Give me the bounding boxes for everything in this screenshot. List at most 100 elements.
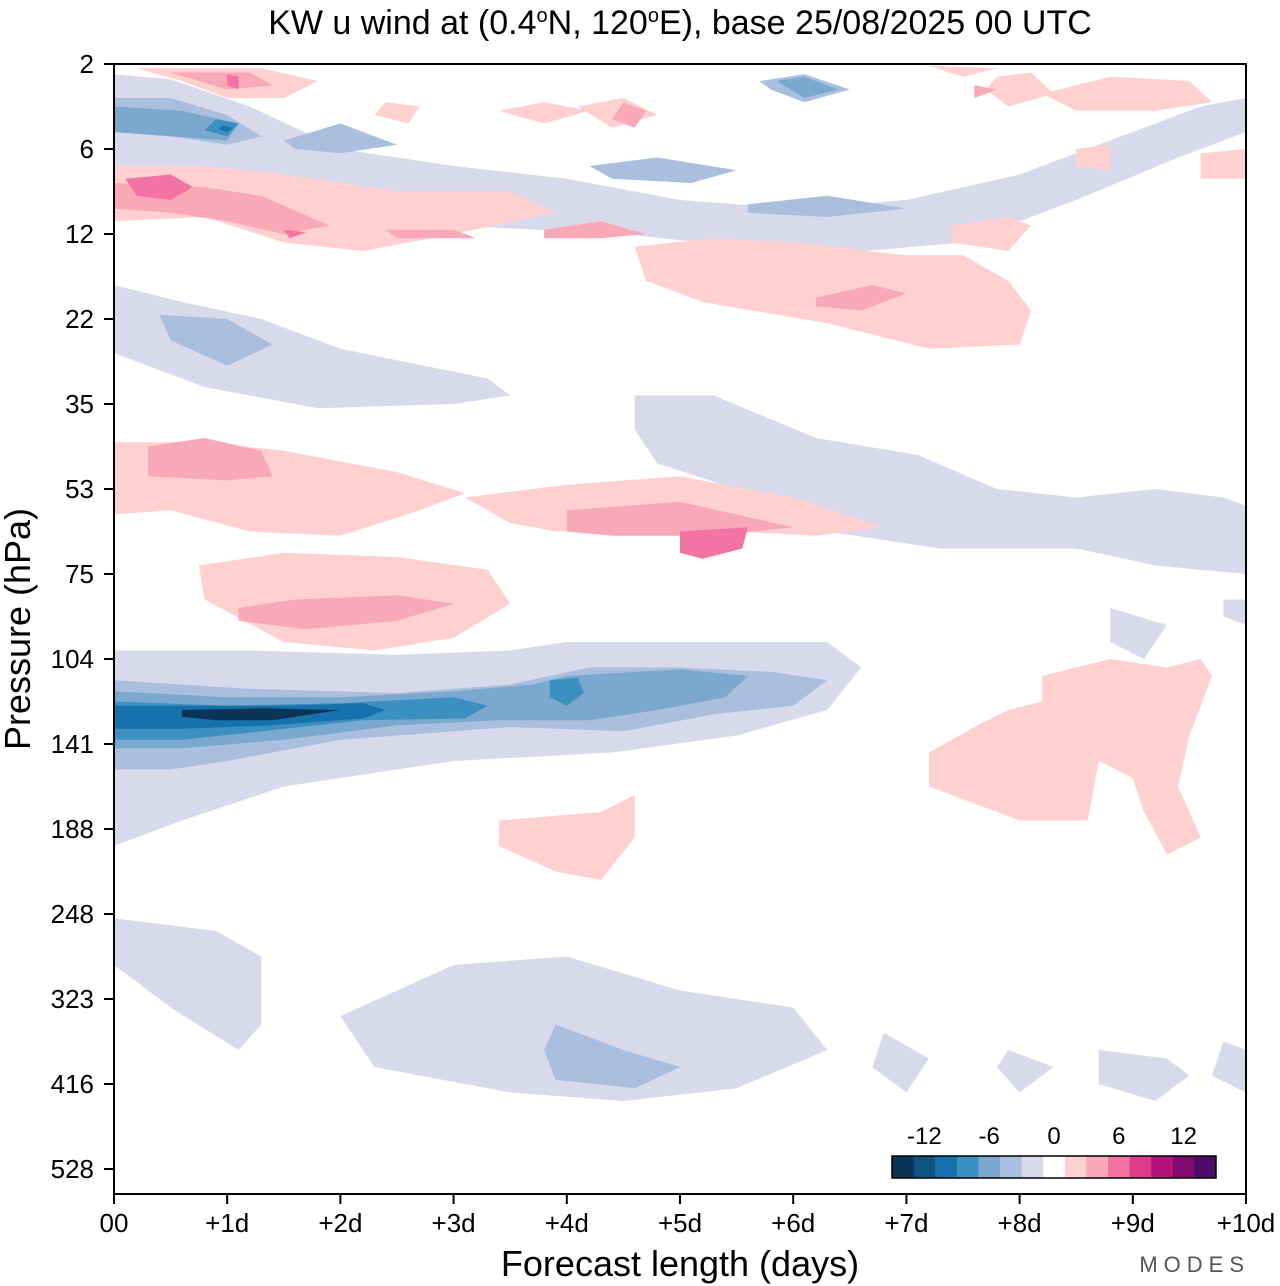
contour-region-level-1-6 [498,795,635,880]
contour-region-level-1-15 [929,65,997,77]
x-tick-label: +4d [545,1208,589,1238]
contour-region-level-3-9 [385,229,477,239]
colorbar-label: 6 [1112,1123,1125,1150]
colorbar-swatch [1043,1156,1066,1178]
colorbar-label: -6 [979,1123,1000,1150]
y-axis: 2 6 12 22 35 53 75 104 141 188 248 323 416 528 [51,49,114,1184]
title-degree-lon: o [648,5,659,27]
title-prefix: KW u wind at (0.4 [268,4,536,42]
contour-region-level--1-10 [1110,608,1167,659]
y-tick-label: 6 [80,134,94,164]
colorbar-swatch [1172,1156,1195,1178]
colorbar-swatch [1000,1156,1023,1178]
x-tick-label: +6d [771,1208,815,1238]
contour-region-level--3-7 [544,1024,680,1089]
contour-region-level-3-6 [170,72,273,90]
contour-region-level-1-9 [374,102,420,124]
contour-region-level--1-7 [997,1050,1054,1093]
y-tick-label: 75 [65,559,94,589]
colorbar-swatch [1064,1156,1087,1178]
contour-region-level-3-1 [544,221,646,239]
y-tick-label: 248 [51,899,94,929]
contour-region-level--1-6 [872,1033,929,1093]
contour-region-level-5-2 [227,74,239,90]
contour-region-level-5-3 [283,229,307,239]
contour-region-level-1-8 [951,217,1031,251]
contour-region-level-1-1 [114,166,556,251]
contour-region-level--5-0 [114,106,239,141]
colorbar-swatch [1021,1156,1044,1178]
colorbar-frame [891,1155,1217,1179]
title-degree-lat: o [537,5,548,27]
colorbar-swatch [913,1156,936,1178]
contour-region-level--1-5 [340,956,828,1101]
contour-region-level--11-0 [181,708,341,721]
colorbar-swatch [1108,1156,1131,1178]
x-tick-label: +10d [1217,1208,1276,1238]
colorbar-label: 12 [1170,1123,1197,1150]
contour-region-level-3-2 [815,285,907,311]
colorbar-swatch [892,1156,915,1178]
x-tick-label: +1d [205,1208,249,1238]
contour-region-level-3-3 [148,438,273,481]
colorbar: -12 -6 0 6 12 [891,1123,1217,1179]
contour-region-level-1-2 [634,238,1031,349]
y-tick-label: 188 [51,814,94,844]
colorbar-swatch [956,1156,979,1178]
x-axis-title: Forecast length (days) [501,1243,859,1284]
contour-region-level-3-7 [612,102,646,128]
y-tick-label: 528 [51,1154,94,1184]
contour-region-level--5-2 [776,76,839,98]
x-tick-label: +8d [998,1208,1042,1238]
x-tick-label: +3d [432,1208,476,1238]
y-tick-label: 22 [65,304,94,334]
y-tick-label: 35 [65,389,94,419]
x-tick-label: +5d [658,1208,702,1238]
colorbar-swatch [978,1156,1001,1178]
colorbar-swatch [1194,1156,1217,1178]
contour-region-level--1-8 [1098,1050,1190,1101]
contour-region-level-1-11 [985,72,1054,107]
contour-region-level--3-2 [283,123,397,154]
x-tick-label: +9d [1111,1208,1155,1238]
contour-region-level-3-5 [238,595,454,630]
contour-region-level--1-9 [1212,1041,1246,1093]
modes-logo: MODES [1139,1252,1250,1277]
contour-region-level--3-3 [589,157,737,183]
colorbar-swatch [1151,1156,1174,1178]
y-tick-label: 2 [80,49,94,79]
x-tick-label: +2d [318,1208,362,1238]
contour-region-level-1-13 [1200,149,1246,179]
colorbar-label: 0 [1047,1123,1060,1150]
colorbar-swatch [1129,1156,1152,1178]
y-tick-label: 12 [65,219,94,249]
title-suffix: E), base 25/08/2025 00 UTC [659,4,1092,42]
y-tick-label: 53 [65,474,94,504]
colorbar-swatch [1086,1156,1109,1178]
contour-region-level--7-2 [549,677,584,706]
contour-region-level-3-8 [974,85,997,98]
contour-region-level-1-7 [929,659,1212,855]
y-tick-label: 323 [51,984,94,1014]
y-tick-label: 104 [51,644,94,674]
contour-region-level--1-1 [114,285,511,409]
contour-region-level-1-12 [1042,76,1212,111]
x-tick-label: +7d [884,1208,928,1238]
y-tick-label: 416 [51,1069,94,1099]
contour-region-level-5-0 [125,174,194,200]
x-tick-label: 00 [100,1208,129,1238]
contour-region-level--1-11 [1223,599,1246,625]
colorbar-label: -12 [907,1123,942,1150]
contour-field [114,65,1246,1101]
contour-region-level-5-1 [680,527,748,559]
y-tick-label: 141 [51,729,94,759]
contour-region-level--1-4 [114,918,262,1050]
contour-region-level-1-16 [498,102,590,124]
contour-region-level--9-1 [219,125,233,132]
title-middle: N, 120 [548,4,648,42]
contour-region-level--3-4 [747,195,907,217]
y-axis-title: Pressure (hPa) [0,508,38,750]
chart-title: KW u wind at (0.4oN, 120oE), base 25/08/… [268,4,1092,42]
x-axis: 00 +1d +2d +3d +4d +5d +6d +7d +8d +9d +10d [100,1194,1276,1238]
colorbar-swatch [935,1156,958,1178]
